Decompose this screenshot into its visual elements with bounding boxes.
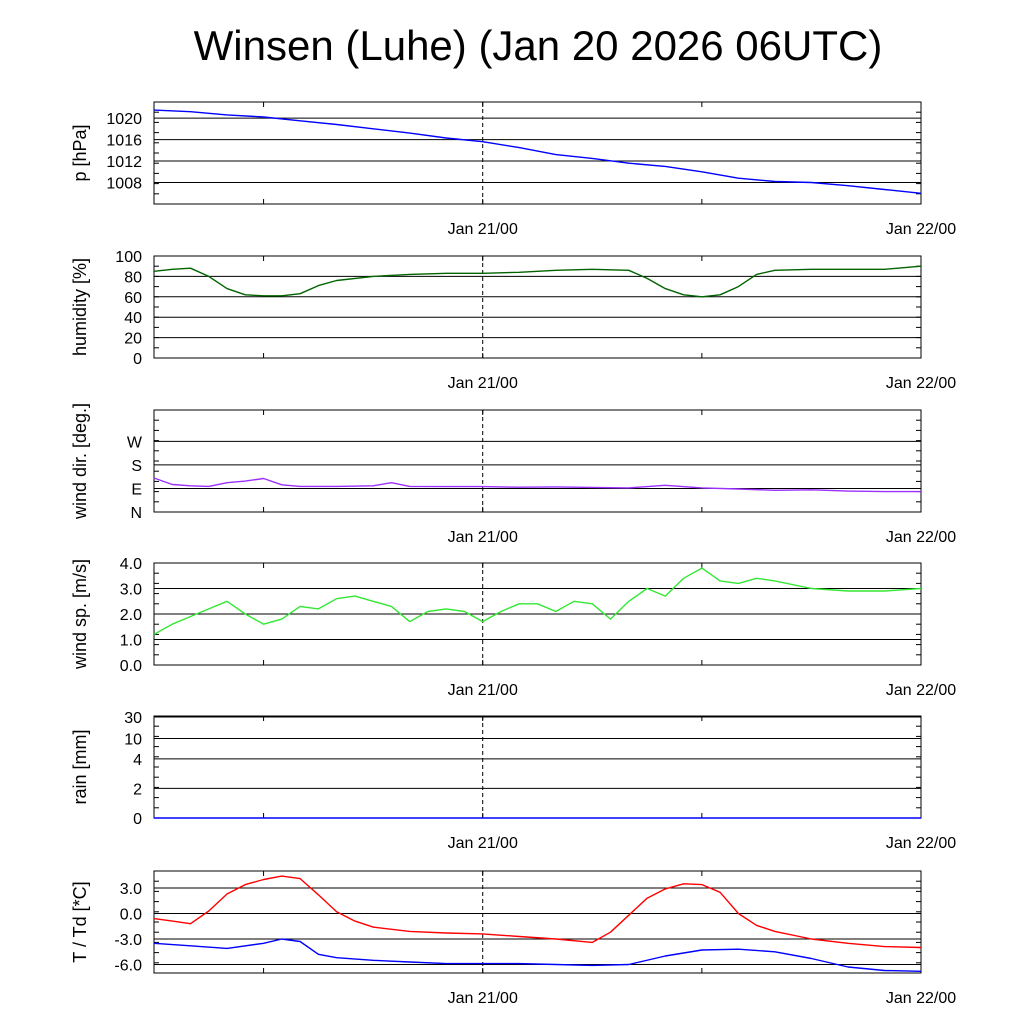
wind-speed-x-tick-label: Jan 21/00 (448, 682, 518, 699)
humidity-series-line-1 (153, 265, 922, 298)
wind-direction-x-tick-label: Jan 22/00 (886, 529, 956, 546)
wind-direction-y-tick-label: E (131, 481, 142, 498)
wind-direction-y-tick-label: N (130, 505, 142, 522)
humidity-y-tick-label: 40 (124, 310, 142, 327)
humidity-x-tick-label: Jan 22/00 (886, 375, 956, 392)
humidity-y-tick-label: 0 (133, 351, 142, 368)
rain-frame (153, 715, 922, 819)
temperature-x-tick-label: Jan 22/00 (886, 990, 956, 1007)
page-title: Winsen (Luhe) (Jan 20 2026 06UTC) (193, 22, 883, 69)
rain-y-axis-label: rain [mm] (70, 729, 90, 804)
humidity-y-axis-label: humidity [%] (70, 258, 90, 356)
humidity-y-tick-label: 60 (124, 290, 142, 307)
rain-y-tick-label: 4 (133, 752, 142, 769)
rain-y-tick-label: 0 (133, 811, 142, 828)
wind-speed-y-axis-label: wind sp. [m/s] (70, 559, 90, 670)
rain-y-tick-label: 2 (133, 781, 142, 798)
humidity-x-tick-label: Jan 21/00 (448, 375, 518, 392)
temperature-y-tick-label: -3.0 (114, 932, 142, 949)
rain-y-tick-label: 10 (124, 731, 142, 748)
pressure-y-axis-label: p [hPa] (70, 124, 90, 181)
pressure-x-tick-label: Jan 21/00 (448, 221, 518, 238)
temperature-y-tick-label: -6.0 (114, 958, 142, 975)
wind-speed-series-line-1 (153, 567, 922, 636)
humidity-y-tick-label: 80 (124, 269, 142, 286)
temperature-series-line-2 (153, 938, 922, 972)
wind-direction-y-tick-label: W (127, 434, 143, 451)
wind-direction-y-axis-label: wind dir. [deg.] (70, 403, 90, 520)
temperature-y-axis-label: T / Td [*C] (70, 881, 90, 962)
pressure-y-tick-label: 1008 (106, 176, 142, 193)
wind-direction-x-tick-label: Jan 21/00 (448, 529, 518, 546)
wind-direction-series-line-1 (153, 477, 921, 493)
pressure-y-tick-label: 1020 (106, 111, 142, 128)
humidity-y-tick-label: 20 (124, 331, 142, 348)
temperature-y-tick-label: 3.0 (120, 881, 142, 898)
wind-speed-y-tick-label: 0.0 (120, 658, 142, 675)
pressure-x-tick-label: Jan 22/00 (886, 221, 956, 238)
humidity-y-tick-label: 100 (115, 249, 142, 266)
pressure-series-line-1 (153, 109, 922, 194)
temperature-x-tick-label: Jan 21/00 (448, 990, 518, 1007)
pressure-y-tick-label: 1012 (106, 154, 142, 171)
rain-x-tick-label: Jan 21/00 (448, 835, 518, 852)
wind-speed-y-tick-label: 3.0 (120, 582, 142, 599)
wind-speed-y-tick-label: 2.0 (120, 607, 142, 624)
temperature-y-tick-label: 0.0 (120, 907, 142, 924)
wind-direction-y-tick-label: S (131, 458, 142, 475)
wind-speed-y-tick-label: 4.0 (120, 556, 142, 573)
rain-y-tick-label: 30 (124, 710, 142, 727)
pressure-y-tick-label: 1016 (106, 133, 142, 150)
wind-direction-frame (153, 409, 922, 513)
rain-x-tick-label: Jan 22/00 (886, 835, 956, 852)
temperature-series-line-1 (153, 875, 922, 949)
wind-speed-x-tick-label: Jan 22/00 (886, 682, 956, 699)
wind-speed-y-tick-label: 1.0 (120, 633, 142, 650)
